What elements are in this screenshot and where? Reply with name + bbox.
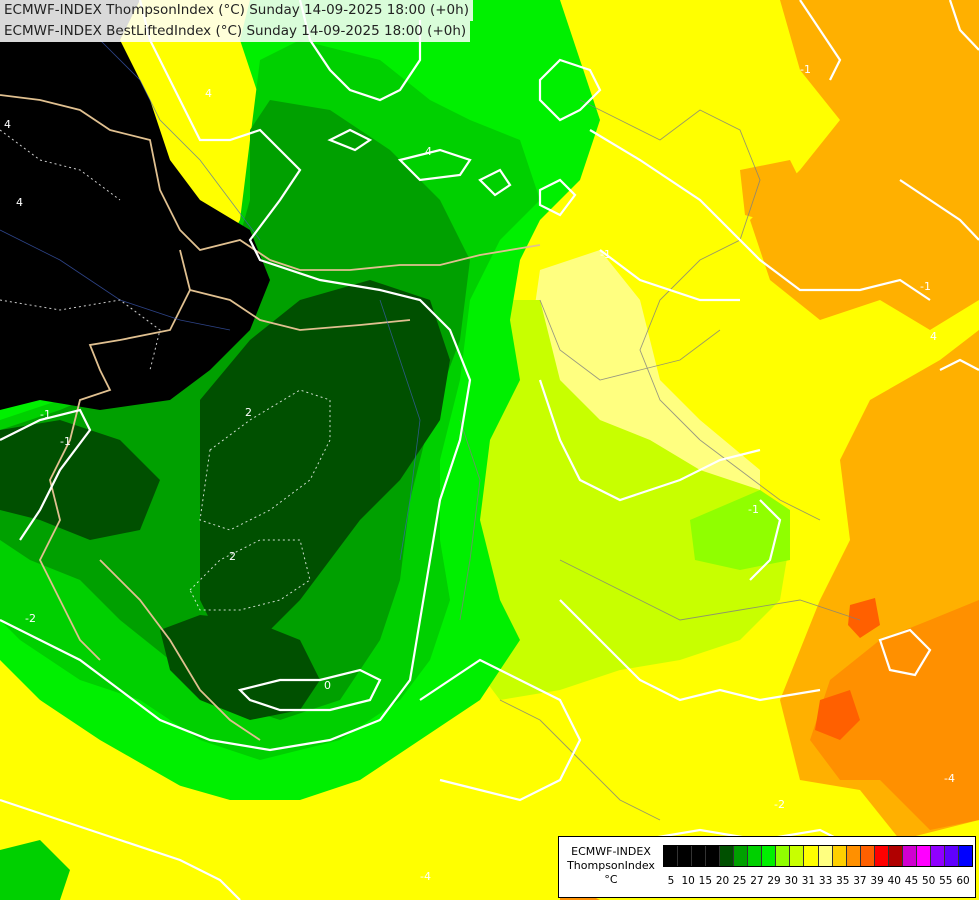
contour-label: -1	[60, 435, 71, 448]
legend-swatch	[859, 846, 874, 866]
legend-tick-label: 40	[887, 875, 901, 887]
legend-swatch	[915, 846, 930, 866]
legend-tick-label: 60	[956, 875, 970, 887]
yellow-southwest	[0, 660, 560, 900]
contour-label: 0	[324, 679, 331, 692]
contour-label: -4	[944, 772, 955, 785]
contour-label: -4	[420, 870, 431, 883]
contour-label: -2	[774, 798, 785, 811]
legend-swatch	[775, 846, 790, 866]
legend-tick-label: 27	[750, 875, 764, 887]
legend-swatch	[747, 846, 762, 866]
legend-label: ECMWF-INDEX ThompsonIndex °C	[563, 845, 659, 887]
color-legend: ECMWF-INDEX ThompsonIndex °C 5 10 15 20 25 27…	[558, 836, 976, 898]
legend-tick-label: 30	[784, 875, 798, 887]
legend-swatch	[943, 846, 958, 866]
legend-swatch	[817, 846, 832, 866]
legend-swatch	[957, 846, 973, 866]
legend-tick-label: 5	[667, 875, 675, 887]
black-region-northwest	[0, 0, 270, 410]
legend-swatch	[733, 846, 748, 866]
map-title-primary: ECMWF-INDEX ThompsonIndex (°C) Sunday 14…	[0, 0, 473, 21]
legend-tick-label: 45	[904, 875, 919, 887]
contour-label: -1	[600, 248, 611, 261]
legend-swatch	[677, 846, 692, 866]
legend-swatch	[789, 846, 804, 866]
legend-tick-label: 25	[733, 875, 747, 887]
contour-label: -1	[920, 280, 931, 293]
legend-color-bar	[663, 845, 973, 867]
darkest-green-south	[160, 615, 320, 720]
contour-label: 4	[930, 330, 937, 343]
legend-tick-label: 37	[853, 875, 867, 887]
contour-label: -1	[748, 503, 759, 516]
darkest-green-core	[200, 280, 450, 640]
light-green-band	[460, 300, 790, 700]
legend-tick-label: 33	[818, 875, 833, 887]
legend-parameter: ThompsonIndex	[567, 859, 655, 872]
map-title-secondary: ECMWF-INDEX BestLiftedIndex (°C) Sunday …	[0, 21, 471, 42]
contour-label: 2	[229, 550, 236, 563]
legend-tick-label: 35	[836, 875, 850, 887]
green-bottom-left	[0, 840, 70, 900]
lime-patch-east	[690, 490, 790, 570]
legend-tick-label: 15	[698, 875, 713, 887]
legend-ticks: 5 10 15 20 25 27 29 30 31 33 35 37 39 40 45 50 55 60	[663, 875, 971, 889]
legend-model: ECMWF-INDEX	[571, 845, 651, 858]
legend-tick-label: 29	[767, 875, 781, 887]
red-orange-blob-2	[848, 598, 880, 638]
orange-region-north	[740, 160, 810, 225]
legend-tick-label: 20	[715, 875, 730, 887]
legend-swatch	[873, 846, 888, 866]
contour-label: 4	[4, 118, 11, 131]
legend-swatch	[705, 846, 720, 866]
contour-label: -1	[800, 63, 811, 76]
contour-label: -2	[25, 612, 36, 625]
legend-swatch	[831, 846, 846, 866]
legend-swatch	[845, 846, 860, 866]
legend-swatch	[887, 846, 902, 866]
legend-tick-label: 39	[870, 875, 884, 887]
legend-swatch	[691, 846, 706, 866]
legend-swatch	[761, 846, 776, 866]
legend-tick-label: 55	[939, 875, 953, 887]
contour-label: 2	[245, 406, 252, 419]
legend-tick-label: 10	[681, 875, 695, 887]
deep-orange-southeast	[810, 600, 979, 830]
legend-swatch	[719, 846, 734, 866]
contour-label: 4	[425, 145, 432, 158]
orange-region-east	[750, 0, 979, 330]
contour-label: -1	[40, 408, 51, 421]
red-orange-blob	[815, 690, 860, 740]
dotted-contours	[0, 129, 331, 611]
legend-unit: °C	[604, 873, 618, 886]
legend-swatch	[664, 846, 678, 866]
legend-swatch	[803, 846, 818, 866]
legend-swatch	[929, 846, 944, 866]
contour-label-group: 4 4 -4 4 -1 4 2 -1 2 -2 0 -1 4 -1 -2 -4 …	[4, 63, 955, 883]
contour-label: 4	[205, 87, 212, 100]
country-borders	[0, 94, 541, 741]
legend-swatch	[901, 846, 916, 866]
contour-label: 4	[16, 196, 23, 209]
legend-tick-label: 50	[921, 875, 936, 887]
legend-tick-label: 31	[801, 875, 816, 887]
regional-borders	[459, 99, 861, 821]
